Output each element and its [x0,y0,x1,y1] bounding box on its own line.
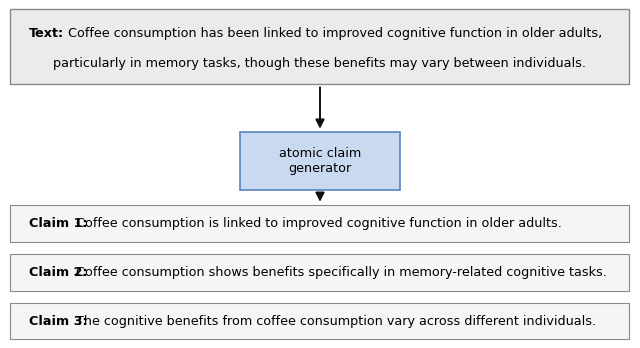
Text: Coffee consumption is linked to improved cognitive function in older adults.: Coffee consumption is linked to improved… [68,217,563,230]
FancyBboxPatch shape [10,9,629,84]
Text: Coffee consumption shows benefits specifically in memory-related cognitive tasks: Coffee consumption shows benefits specif… [68,266,607,279]
Text: atomic claim
generator: atomic claim generator [279,147,361,175]
FancyBboxPatch shape [10,254,629,291]
Text: Text:: Text: [29,27,64,40]
Text: The cognitive benefits from coffee consumption vary across different individuals: The cognitive benefits from coffee consu… [68,315,596,327]
Text: particularly in memory tasks, though these benefits may vary between individuals: particularly in memory tasks, though the… [53,57,586,70]
Text: Claim 2:: Claim 2: [29,266,88,279]
Text: Claim 3:: Claim 3: [29,315,88,327]
Text: Coffee consumption has been linked to improved cognitive function in older adult: Coffee consumption has been linked to im… [68,27,603,40]
FancyBboxPatch shape [10,303,629,339]
FancyBboxPatch shape [240,132,400,190]
Text: Claim 1:: Claim 1: [29,217,88,230]
FancyBboxPatch shape [10,205,629,242]
